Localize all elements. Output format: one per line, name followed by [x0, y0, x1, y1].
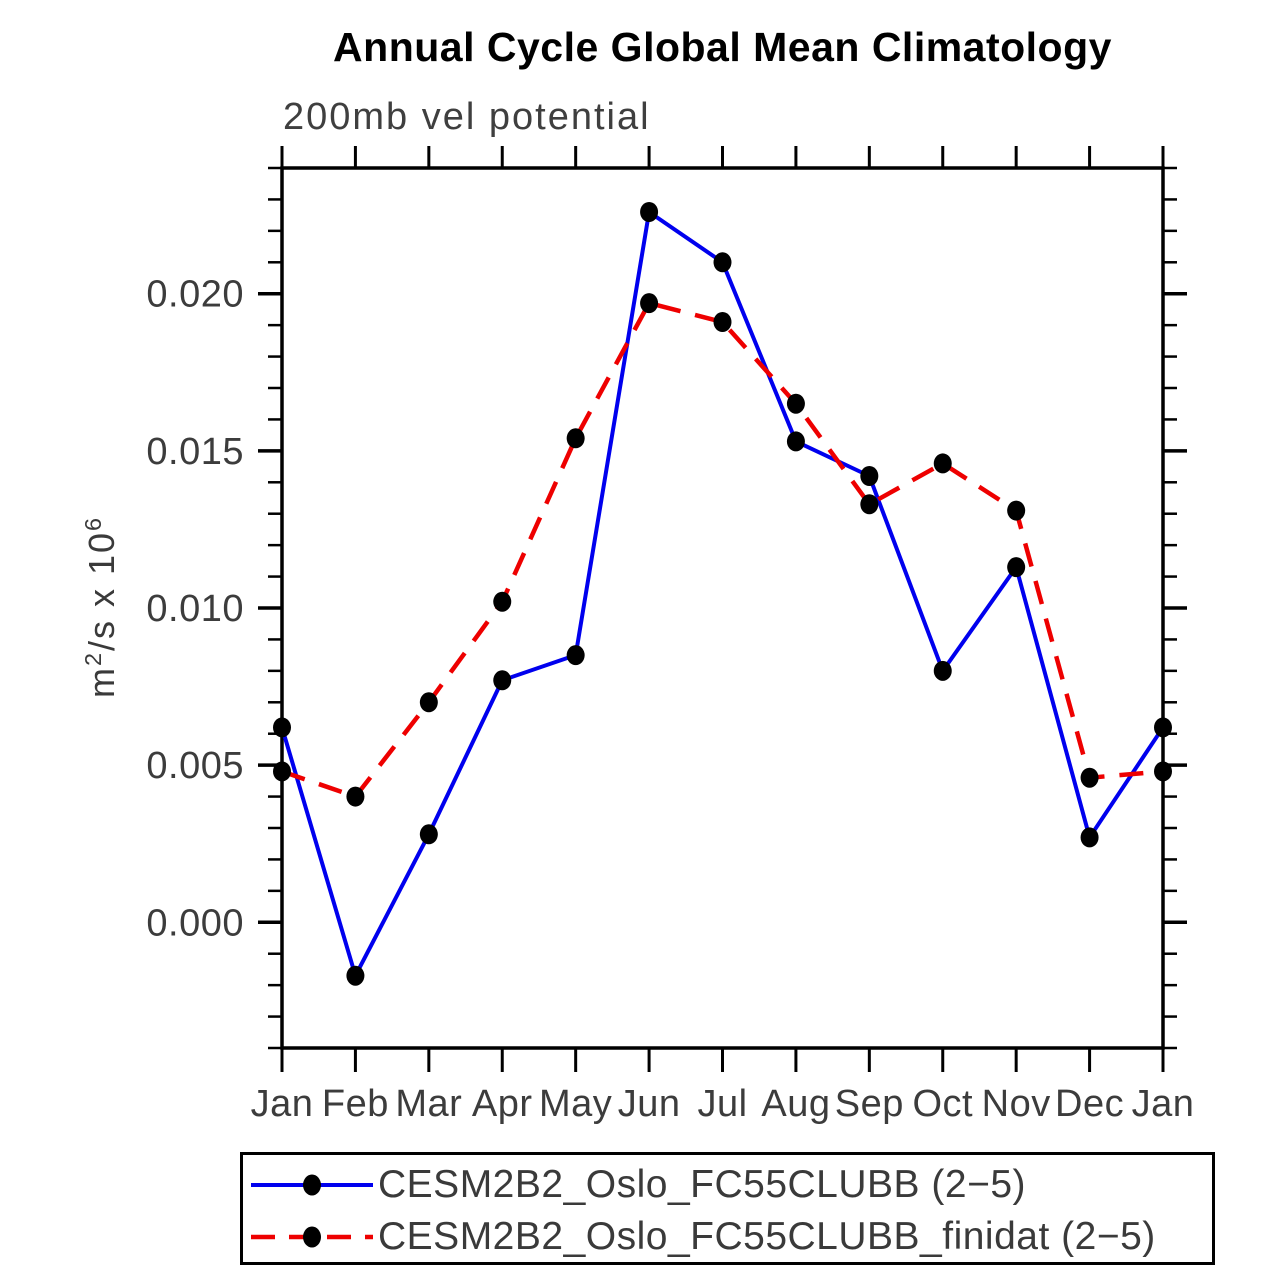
- series-line-1: [281, 300, 1164, 799]
- data-point: [713, 312, 732, 332]
- data-point: [1080, 767, 1099, 788]
- legend-marker-icon: [303, 1226, 321, 1248]
- legend-label: CESM2B2_Oslo_FC55CLUBB_finidat (2−5): [378, 1215, 1156, 1258]
- y-tick-label: 0.015: [146, 431, 244, 473]
- data-point: [1007, 557, 1026, 578]
- x-tick-label: Jul: [697, 1083, 747, 1125]
- data-point: [419, 692, 438, 713]
- data-point: [860, 466, 879, 486]
- data-point: [786, 431, 805, 452]
- x-tick-label: Feb: [322, 1083, 389, 1125]
- data-point: [1080, 827, 1099, 848]
- x-tick-label: Apr: [472, 1083, 533, 1125]
- legend-marker-icon: [303, 1174, 321, 1196]
- data-point: [713, 252, 732, 273]
- data-point: [640, 202, 659, 222]
- x-tick-label: Jan: [1132, 1083, 1195, 1125]
- legend-line-solid-sample: [251, 1174, 373, 1196]
- x-tick-label: Mar: [395, 1083, 462, 1125]
- legend-line-dashed-sample: [251, 1226, 373, 1248]
- x-tick-label: Aug: [761, 1083, 830, 1125]
- x-tick-label: May: [539, 1083, 612, 1125]
- data-point: [640, 293, 659, 314]
- data-point: [493, 591, 512, 612]
- data-point: [1154, 761, 1172, 782]
- legend-label: CESM2B2_Oslo_FC55CLUBB (2−5): [378, 1163, 1027, 1206]
- chart-subtitle: 200mb vel potential: [283, 96, 651, 138]
- data-point: [566, 428, 585, 449]
- legend-item: CESM2B2_Oslo_FC55CLUBB (2−5): [246, 1163, 1027, 1206]
- data-point: [346, 786, 365, 807]
- data-point: [1007, 500, 1026, 521]
- legend-item: CESM2B2_Oslo_FC55CLUBB_finidat (2−5): [246, 1215, 1156, 1258]
- x-tick-label: Jan: [251, 1083, 314, 1125]
- x-tick-label: Dec: [1055, 1083, 1124, 1125]
- data-point: [786, 393, 805, 414]
- data-point: [493, 670, 512, 691]
- legend: CESM2B2_Oslo_FC55CLUBB (2−5) CESM2B2_Osl…: [240, 1152, 1215, 1265]
- x-tick-label: Jun: [618, 1083, 681, 1125]
- data-point: [860, 494, 879, 515]
- data-point: [1154, 717, 1172, 738]
- x-tick-label: Nov: [982, 1083, 1051, 1125]
- data-point: [419, 824, 438, 845]
- chart-title: Annual Cycle Global Mean Climatology: [333, 24, 1112, 70]
- data-point: [346, 965, 365, 986]
- data-point: [933, 660, 952, 681]
- y-tick-label: 0.010: [146, 588, 244, 630]
- y-tick-label: 0.005: [146, 745, 244, 787]
- y-tick-label: 0.020: [146, 274, 244, 316]
- x-tick-label: Oct: [912, 1083, 973, 1125]
- data-point: [273, 717, 291, 738]
- plot-border: [280, 166, 1165, 1050]
- data-point: [273, 761, 291, 782]
- y-tick-label: 0.000: [146, 902, 244, 944]
- x-tick-label: Sep: [835, 1083, 904, 1125]
- data-point: [566, 645, 585, 666]
- data-point: [933, 453, 952, 474]
